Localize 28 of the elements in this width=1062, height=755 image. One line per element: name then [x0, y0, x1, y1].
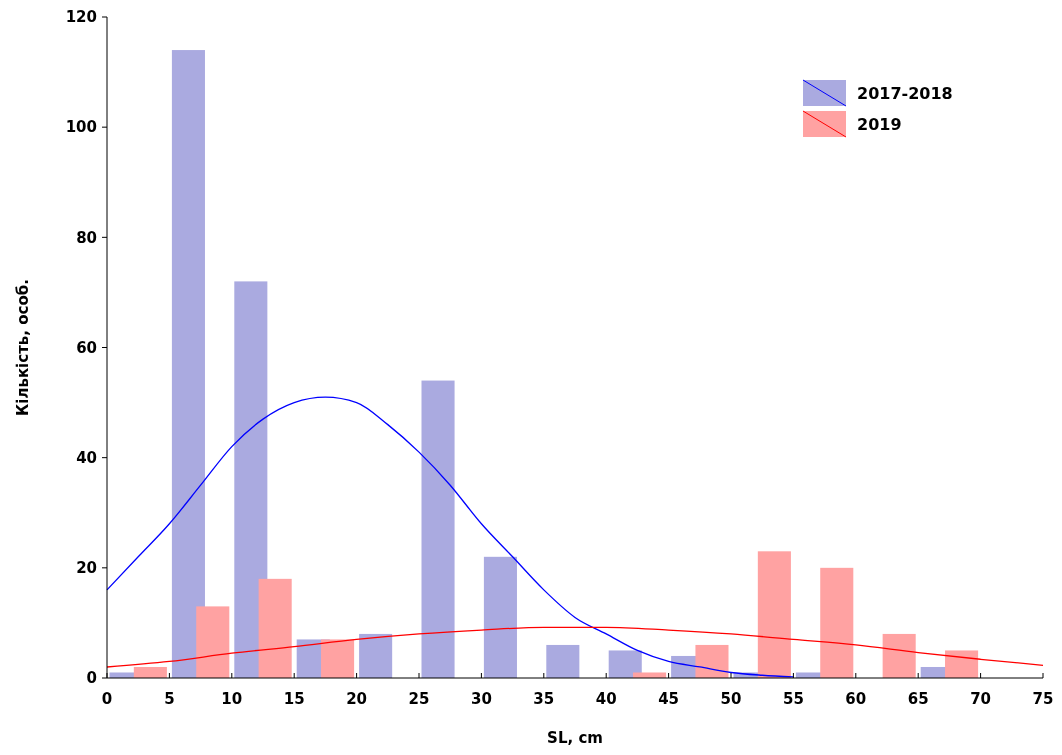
- x-tick-label: 10: [221, 690, 243, 708]
- x-tick-label: 40: [595, 690, 617, 708]
- y-tick-label: 100: [65, 118, 97, 137]
- x-tick-label: 30: [470, 690, 492, 708]
- line-series: [106, 626, 1044, 668]
- y-tick-label: 20: [76, 559, 97, 578]
- x-tick-label: 60: [845, 690, 867, 708]
- x-tick-label: 25: [408, 690, 430, 708]
- x-tick-label: 15: [283, 690, 305, 708]
- x-tick-label: 45: [658, 690, 680, 708]
- y-tick-label: 0: [86, 669, 97, 688]
- y-tick-label: 120: [65, 8, 97, 27]
- x-tick-label: 70: [970, 690, 992, 708]
- x-axis-title: SL, cm: [547, 729, 603, 747]
- y-tick-label: 40: [76, 448, 97, 467]
- x-tick-label: 5: [164, 690, 175, 708]
- x-tick-label: 65: [907, 690, 929, 708]
- x-tick-label: 35: [533, 690, 555, 708]
- x-tick-label: 75: [1032, 690, 1054, 708]
- y-tick-label: 60: [76, 338, 97, 357]
- y-tick-label: 80: [76, 228, 97, 247]
- x-tick-label: 0: [101, 690, 113, 708]
- x-tick-label: 50: [720, 690, 742, 708]
- x-tick-label: 20: [346, 690, 368, 708]
- legend-label: 2017-2018: [857, 83, 953, 103]
- x-tick-label: 55: [782, 690, 804, 708]
- legend-label: 2019: [857, 114, 902, 134]
- y-axis-title: Кількість, особ.: [14, 279, 32, 416]
